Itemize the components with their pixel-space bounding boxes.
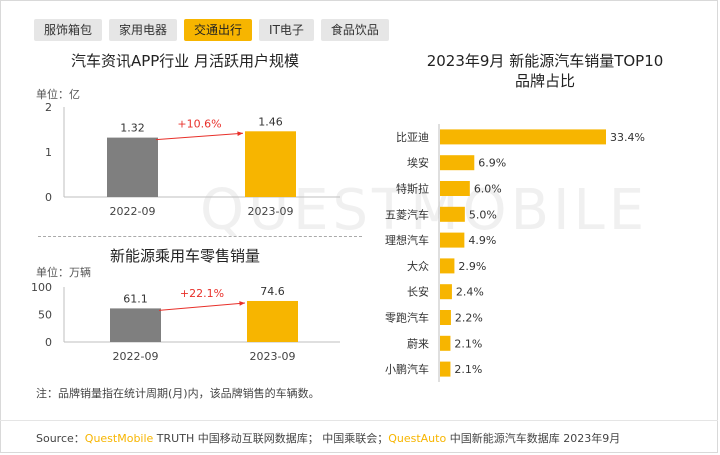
top10-bar-3 bbox=[440, 206, 465, 222]
top10-value-label-5: 2.9% bbox=[458, 260, 486, 273]
nev-unit-label: 单位：万辆 bbox=[36, 266, 91, 279]
mau-bar-2022-09 bbox=[107, 137, 158, 197]
nev-value-label-1: 74.6 bbox=[260, 285, 285, 298]
mau-y-tick-1: 1 bbox=[45, 146, 52, 159]
top10-category-label-1: 埃安 bbox=[407, 156, 429, 170]
top10-chart-title: 2023年9月 新能源汽车销量TOP10 bbox=[426, 52, 664, 70]
footnote: 注：品牌销量指在统计周期(月)内，该品牌销售的车辆数。 bbox=[36, 387, 320, 400]
top10-bar-5 bbox=[440, 258, 455, 274]
source-prefix: Source： bbox=[36, 432, 85, 445]
top10-value-label-6: 2.4% bbox=[456, 286, 484, 299]
top10-value-label-7: 2.2% bbox=[455, 312, 483, 325]
tab-apparel[interactable]: 服饰箱包 bbox=[34, 19, 103, 41]
nev-growth-arrow-head bbox=[239, 301, 245, 306]
section-divider bbox=[38, 236, 362, 237]
nev-y-tick-2: 100 bbox=[31, 281, 52, 294]
nev-bar-2023-09 bbox=[247, 300, 298, 342]
top10-category-label-7: 零跑汽车 bbox=[385, 311, 429, 325]
top10-value-label-1: 6.9% bbox=[478, 157, 506, 170]
mau-bar-2023-09 bbox=[245, 131, 296, 197]
top10-bar-1 bbox=[440, 155, 475, 171]
mau-unit-label: 单位：亿 bbox=[36, 88, 80, 101]
nev-y-tick-1: 50 bbox=[38, 309, 52, 322]
top10-value-label-2: 6.0% bbox=[474, 183, 502, 196]
top10-category-label-0: 比亚迪 bbox=[396, 131, 429, 144]
top10-chart-subtitle: 品牌占比 bbox=[514, 72, 575, 90]
top10-bar-4 bbox=[440, 232, 465, 248]
top10-bar-6 bbox=[440, 284, 452, 300]
top10-category-label-3: 五菱汽车 bbox=[385, 207, 429, 221]
mau-growth-label: +10.6% bbox=[177, 117, 221, 130]
mau-value-label-1: 1.46 bbox=[258, 115, 283, 128]
top10-value-label-3: 5.0% bbox=[469, 208, 497, 221]
top10-value-label-8: 2.1% bbox=[454, 337, 482, 350]
mau-chart-title: 汽车资讯APP行业 月活跃用户规模 bbox=[70, 52, 300, 70]
mau-growth-arrow-head bbox=[237, 131, 243, 137]
nev-y-tick-0: 0 bbox=[45, 336, 52, 349]
top10-bar-2 bbox=[440, 181, 470, 196]
top10-category-label-5: 大众 bbox=[407, 259, 429, 273]
source-text-2: 中国新能源汽车数据库 2023年9月 bbox=[446, 432, 621, 445]
nev-growth-label: +22.1% bbox=[180, 287, 224, 300]
top10-value-label-9: 2.1% bbox=[454, 363, 482, 376]
nev-value-label-0: 61.1 bbox=[123, 292, 148, 305]
tab-it-electronics[interactable]: IT电子 bbox=[259, 19, 314, 41]
source-brand-questauto: QuestAuto bbox=[388, 432, 447, 445]
mau-y-tick-2: 2 bbox=[45, 101, 52, 114]
source-line: Source：QuestMobile TRUTH 中国移动互联网数据库； 中国乘… bbox=[36, 430, 620, 446]
category-tabs: 服饰箱包 家用电器 交通出行 IT电子 食品饮品 bbox=[34, 19, 389, 41]
footer-divider bbox=[0, 420, 718, 421]
top10-bar-0 bbox=[440, 129, 606, 145]
top10-category-label-9: 小鹏汽车 bbox=[385, 362, 429, 376]
top10-category-label-4: 理想汽车 bbox=[385, 233, 429, 247]
source-text-1: TRUTH 中国移动互联网数据库； 中国乘联会； bbox=[153, 432, 389, 445]
top10-value-label-4: 4.9% bbox=[468, 234, 496, 247]
top10-bar-9 bbox=[440, 361, 451, 377]
nev-x-tick-0: 2022-09 bbox=[113, 350, 159, 363]
nev-retail-chart-title: 新能源乘用车零售销量 bbox=[109, 247, 260, 265]
nev-growth-arrow-line bbox=[158, 302, 246, 311]
top10-value-label-0: 33.4% bbox=[610, 131, 645, 144]
top10-category-label-8: 蔚来 bbox=[407, 337, 429, 350]
tab-appliances[interactable]: 家用电器 bbox=[109, 19, 178, 41]
mau-y-tick-0: 0 bbox=[45, 191, 52, 204]
mau-value-label-0: 1.32 bbox=[120, 122, 145, 135]
top10-category-label-6: 长安 bbox=[407, 285, 429, 299]
nev-x-tick-1: 2023-09 bbox=[250, 350, 296, 363]
nev-bar-2022-09 bbox=[110, 308, 161, 342]
mau-x-tick-0: 2022-09 bbox=[110, 205, 156, 218]
top10-category-label-2: 特斯拉 bbox=[396, 182, 429, 196]
top10-bar-7 bbox=[440, 310, 451, 325]
top10-bar-8 bbox=[440, 335, 451, 351]
source-brand-questmobile: QuestMobile bbox=[84, 432, 154, 445]
mau-growth-arrow-line bbox=[155, 132, 244, 141]
mau-x-tick-1: 2023-09 bbox=[248, 205, 294, 218]
tab-transport[interactable]: 交通出行 bbox=[184, 19, 253, 41]
tab-food-drink[interactable]: 食品饮品 bbox=[320, 19, 389, 41]
